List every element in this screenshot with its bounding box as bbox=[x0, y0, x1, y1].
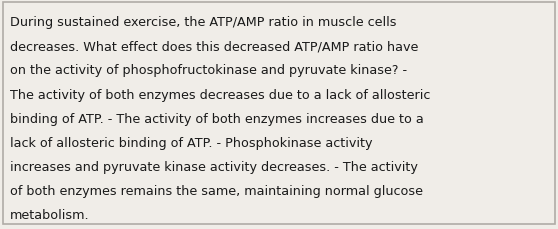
Text: on the activity of phosphofructokinase and pyruvate kinase? -: on the activity of phosphofructokinase a… bbox=[10, 64, 407, 77]
Text: metabolism.: metabolism. bbox=[10, 208, 90, 221]
Text: binding of ATP. - The activity of both enzymes increases due to a: binding of ATP. - The activity of both e… bbox=[10, 112, 424, 125]
Text: decreases. What effect does this decreased ATP/AMP ratio have: decreases. What effect does this decreas… bbox=[10, 40, 418, 53]
Text: During sustained exercise, the ATP/AMP ratio in muscle cells: During sustained exercise, the ATP/AMP r… bbox=[10, 16, 397, 29]
Text: increases and pyruvate kinase activity decreases. - The activity: increases and pyruvate kinase activity d… bbox=[10, 160, 418, 173]
Text: lack of allosteric binding of ATP. - Phosphokinase activity: lack of allosteric binding of ATP. - Pho… bbox=[10, 136, 373, 149]
Text: of both enzymes remains the same, maintaining normal glucose: of both enzymes remains the same, mainta… bbox=[10, 184, 423, 197]
Text: The activity of both enzymes decreases due to a lack of allosteric: The activity of both enzymes decreases d… bbox=[10, 88, 430, 101]
FancyBboxPatch shape bbox=[3, 3, 555, 224]
